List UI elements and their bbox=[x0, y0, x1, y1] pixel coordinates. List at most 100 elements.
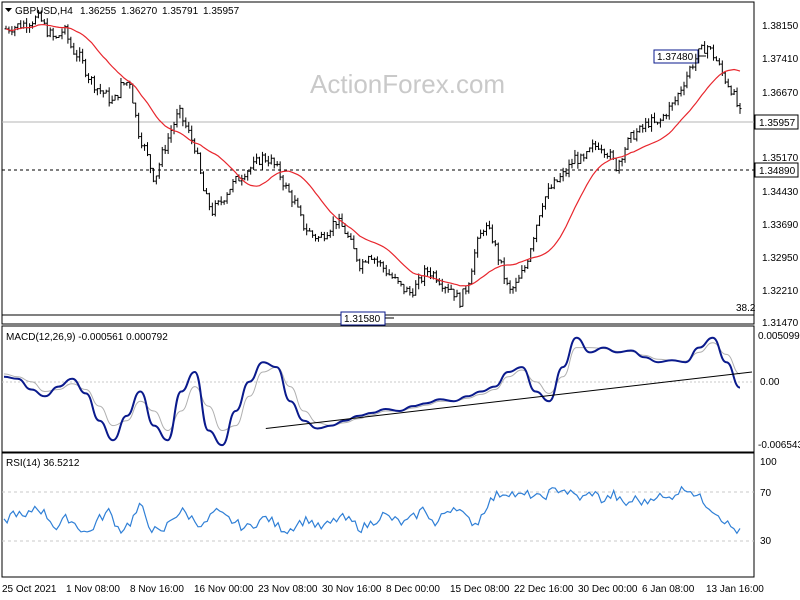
candle bbox=[602, 148, 606, 158]
candle bbox=[732, 89, 736, 96]
candle bbox=[140, 132, 144, 149]
candle bbox=[467, 282, 471, 294]
candle bbox=[196, 147, 200, 155]
candle bbox=[184, 117, 188, 129]
x-tick: 13 Jan 16:00 bbox=[706, 584, 764, 595]
candle bbox=[234, 175, 238, 184]
candle bbox=[322, 231, 326, 242]
dropdown-triangle-icon[interactable] bbox=[5, 8, 12, 12]
candle bbox=[723, 71, 727, 85]
candle bbox=[92, 75, 96, 94]
candle bbox=[328, 229, 332, 238]
candle bbox=[340, 213, 344, 227]
candle bbox=[393, 273, 397, 279]
candle bbox=[552, 177, 556, 190]
candle bbox=[216, 200, 220, 206]
candle bbox=[199, 152, 203, 175]
candle bbox=[266, 155, 270, 167]
candle bbox=[476, 236, 480, 258]
candle bbox=[249, 166, 253, 175]
candle bbox=[714, 56, 718, 62]
candle bbox=[703, 41, 707, 54]
candle bbox=[337, 213, 341, 229]
candle bbox=[408, 285, 412, 296]
candle bbox=[661, 113, 665, 122]
candle bbox=[735, 87, 739, 108]
candle bbox=[526, 259, 530, 269]
candle bbox=[437, 278, 441, 286]
candle bbox=[405, 286, 409, 293]
candle bbox=[375, 256, 379, 267]
candle bbox=[629, 132, 633, 143]
candle bbox=[187, 121, 191, 134]
macd-panel-frame bbox=[1, 325, 755, 453]
price-tick: 1.33690 bbox=[762, 220, 799, 231]
candle bbox=[499, 259, 503, 264]
candle bbox=[487, 220, 491, 230]
candle bbox=[378, 259, 382, 267]
fib-38-label: 38.2 bbox=[736, 303, 756, 314]
candle bbox=[700, 44, 704, 50]
candle bbox=[243, 173, 247, 181]
price-y-axis: 1.38150 1.37410 1.36670 1.35170 1.34430 … bbox=[762, 21, 799, 329]
candle bbox=[325, 232, 329, 240]
price-tick: 1.36670 bbox=[762, 88, 799, 99]
candle bbox=[697, 48, 701, 64]
symbol-label: GBPUSD,H4 bbox=[15, 6, 73, 17]
candle bbox=[134, 102, 138, 118]
candle bbox=[381, 261, 385, 273]
candle bbox=[148, 154, 152, 174]
moving-average-line bbox=[5, 23, 741, 287]
candle bbox=[390, 272, 394, 279]
candle bbox=[520, 265, 524, 279]
swing-low-annotation: 1.31580 bbox=[340, 311, 394, 326]
candle bbox=[573, 149, 577, 165]
rsi-title: RSI(14) 36.5212 bbox=[6, 458, 80, 469]
candle bbox=[599, 144, 603, 154]
rsi-tick: 70 bbox=[760, 488, 772, 499]
candle bbox=[473, 249, 477, 275]
candle bbox=[638, 125, 642, 133]
candle bbox=[163, 144, 167, 154]
candle bbox=[511, 286, 515, 294]
candle bbox=[434, 270, 438, 283]
candle bbox=[461, 288, 465, 307]
candle bbox=[567, 159, 571, 178]
candle bbox=[464, 285, 468, 295]
candle bbox=[258, 156, 262, 166]
candle bbox=[626, 137, 630, 150]
candle bbox=[540, 203, 544, 218]
candle bbox=[635, 128, 639, 142]
candle bbox=[193, 138, 197, 154]
high-value: 1.36270 bbox=[121, 6, 158, 17]
candle bbox=[564, 168, 568, 177]
candle bbox=[98, 83, 102, 95]
candle bbox=[181, 107, 185, 127]
x-tick: 30 Dec 00:00 bbox=[578, 584, 638, 595]
candle bbox=[45, 18, 49, 38]
candle bbox=[84, 58, 88, 78]
candle bbox=[281, 174, 285, 191]
candle bbox=[458, 292, 462, 308]
candle bbox=[116, 94, 120, 101]
candle bbox=[51, 27, 55, 41]
candle bbox=[287, 183, 291, 193]
candle bbox=[260, 151, 264, 170]
candle bbox=[549, 184, 553, 190]
candle bbox=[284, 182, 288, 189]
candle bbox=[694, 53, 698, 72]
support-price-label: 1.34890 bbox=[759, 166, 796, 177]
candle bbox=[75, 49, 79, 62]
x-tick: 15 Dec 08:00 bbox=[450, 584, 510, 595]
candle bbox=[706, 45, 710, 59]
candle bbox=[290, 189, 294, 208]
candle bbox=[479, 229, 483, 239]
candle bbox=[650, 114, 654, 132]
candle bbox=[210, 202, 214, 216]
x-tick: 30 Nov 16:00 bbox=[322, 584, 382, 595]
rsi-panel-frame bbox=[1, 452, 755, 578]
candle bbox=[493, 240, 497, 247]
candle bbox=[299, 205, 303, 217]
candle bbox=[69, 36, 73, 49]
